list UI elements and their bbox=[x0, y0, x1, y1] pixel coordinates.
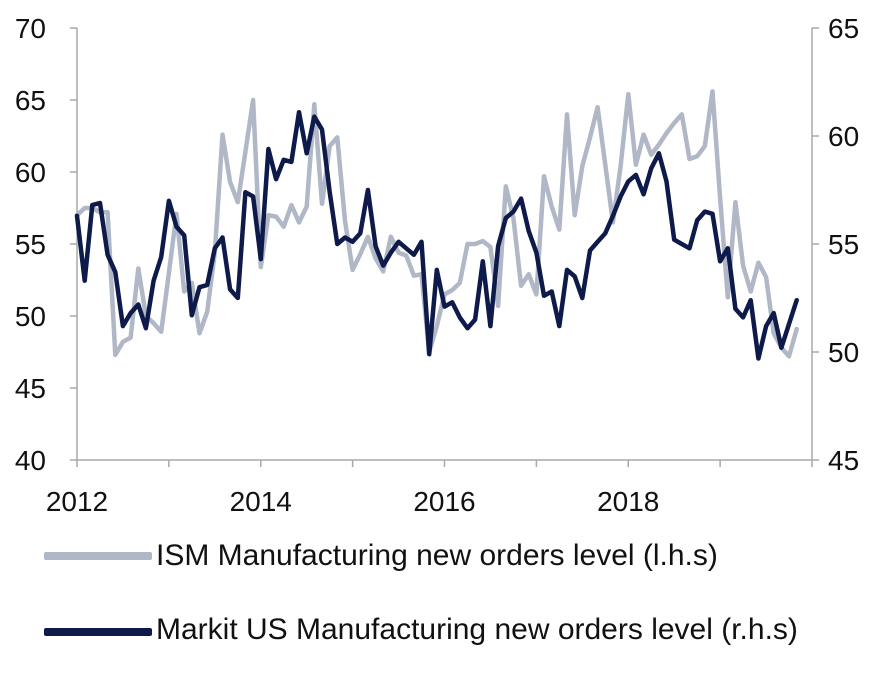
x-axis-ticks: 2012 2014 2016 2018 bbox=[46, 460, 813, 517]
right-tick-label: 60 bbox=[828, 121, 859, 152]
series-line-ism bbox=[74, 89, 799, 359]
legend-swatch-markit bbox=[44, 628, 152, 636]
right-tick-label: 65 bbox=[828, 13, 859, 44]
x-tick-label: 2012 bbox=[46, 486, 108, 517]
x-tick-label: 2016 bbox=[413, 486, 475, 517]
left-tick-label: 65 bbox=[15, 85, 46, 116]
left-axis-ticks: 70 65 60 55 50 45 40 bbox=[15, 13, 77, 476]
series-line-markit bbox=[74, 109, 799, 361]
left-tick-label: 50 bbox=[15, 301, 46, 332]
right-tick-label: 50 bbox=[828, 337, 859, 368]
right-axis-ticks: 65 60 55 50 45 bbox=[812, 13, 859, 476]
left-tick-label: 55 bbox=[15, 229, 46, 260]
legend-label-ism: ISM Manufacturing new orders level (l.h.… bbox=[156, 539, 718, 572]
left-tick-label: 70 bbox=[15, 13, 46, 44]
right-tick-label: 45 bbox=[828, 445, 859, 476]
legend-label-markit: Markit US Manufacturing new orders level… bbox=[156, 613, 798, 646]
right-tick-label: 55 bbox=[828, 229, 859, 260]
legend-swatch-ism bbox=[44, 552, 152, 560]
left-tick-label: 60 bbox=[15, 157, 46, 188]
left-tick-label: 40 bbox=[15, 445, 46, 476]
x-tick-label: 2014 bbox=[230, 486, 292, 517]
x-tick-label: 2018 bbox=[597, 486, 659, 517]
left-tick-label: 45 bbox=[15, 373, 46, 404]
series-lines bbox=[74, 89, 799, 361]
